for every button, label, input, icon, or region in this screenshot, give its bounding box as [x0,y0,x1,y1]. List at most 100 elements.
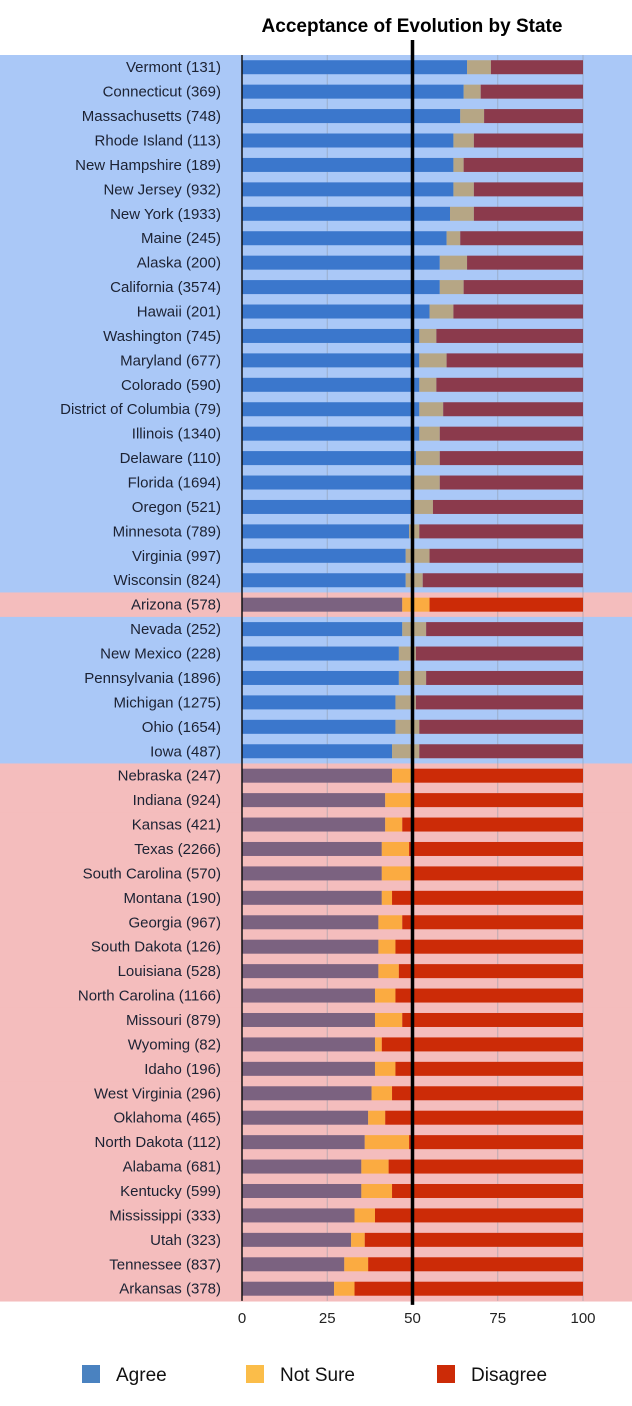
x-tick-label: 50 [404,1310,421,1327]
bar-agree [242,182,454,197]
bar-agree [242,1281,335,1296]
bar-disagree [385,1110,583,1125]
bar-disagree [409,841,583,856]
category-label: Oregon (521) [132,499,221,516]
category-label: Alaska (200) [137,255,221,272]
bar-disagree [392,890,583,905]
bar-not-sure [378,964,399,979]
bar-not-sure [378,915,403,930]
bar-agree [242,280,440,295]
category-label: Wisconsin (824) [113,572,221,589]
bar-disagree [392,1183,583,1198]
category-label: Vermont (131) [126,59,221,76]
category-label: South Dakota (126) [91,939,221,956]
bar-disagree [439,475,583,490]
category-label: Illinois (1340) [132,426,221,443]
bar-not-sure [395,719,420,734]
bar-not-sure [419,353,447,368]
x-tick-label: 0 [238,1310,246,1327]
category-label: Alabama (681) [123,1159,221,1176]
bar-disagree [439,426,583,441]
category-label: California (3574) [110,279,221,296]
bar-not-sure [385,793,413,808]
bar-not-sure [381,866,413,881]
bar-disagree [436,377,583,392]
bar-not-sure [412,475,440,490]
category-label: New Hampshire (189) [75,157,221,174]
category-label: Louisiana (528) [118,963,221,980]
bar-disagree [467,255,583,270]
bar-not-sure [419,328,437,343]
bar-not-sure [453,133,474,148]
bar-disagree [412,768,583,783]
category-label: Kansas (421) [132,817,221,834]
bar-not-sure [450,206,474,221]
bar-disagree [388,1159,583,1174]
bar-not-sure [374,1037,382,1052]
bar-agree [242,109,461,124]
category-label: Massachusetts (748) [82,108,221,125]
bar-not-sure [374,1061,396,1076]
category-label: New York (1933) [110,206,221,223]
bar-disagree [398,964,583,979]
bar-agree [242,426,420,441]
category-label: Ohio (1654) [142,719,221,736]
bar-agree [242,866,382,881]
bar-agree [242,1232,352,1247]
category-label: Colorado (590) [121,377,221,394]
legend-label: Disagree [471,1365,547,1386]
x-tick-label: 100 [570,1310,595,1327]
category-label: Oklahoma (465) [113,1110,221,1127]
bar-agree [242,548,406,563]
x-tick-label: 25 [319,1310,336,1327]
bar-agree [242,695,396,710]
category-label: Nevada (252) [130,621,221,638]
bar-not-sure [415,451,440,466]
bar-disagree [354,1281,583,1296]
bar-not-sure [385,817,403,832]
bar-not-sure [381,841,410,856]
bar-disagree [446,353,583,368]
bar-not-sure [351,1232,365,1247]
bar-disagree [402,1012,583,1027]
bar-disagree [364,1232,583,1247]
bar-disagree [426,670,583,685]
bar-not-sure [392,768,413,783]
bar-disagree [368,1257,583,1272]
bar-agree [242,1183,362,1198]
bar-agree [242,402,420,417]
bar-disagree [490,60,583,75]
bar-not-sure [405,548,430,563]
bar-disagree [392,1086,583,1101]
bar-agree [242,1037,375,1052]
bar-agree [242,939,379,954]
bar-not-sure [344,1257,369,1272]
category-label: Maryland (677) [120,352,221,369]
category-label: Virginia (997) [132,548,221,565]
category-label: Nebraska (247) [118,768,221,785]
bar-disagree [429,597,583,612]
category-label: Missouri (879) [126,1012,221,1029]
bar-disagree [422,573,583,588]
category-label: Connecticut (369) [103,84,221,101]
category-label: District of Columbia (79) [60,401,221,418]
bar-not-sure [467,60,491,75]
bar-agree [242,475,413,490]
legend: Agree Not Sure Disagree [82,1365,547,1386]
bar-disagree [439,451,583,466]
category-label: Texas (2266) [134,841,221,858]
legend-swatch [82,1365,100,1383]
category-label: South Carolina (570) [83,865,221,882]
bar-agree [242,841,382,856]
bar-disagree [402,817,583,832]
bar-agree [242,988,375,1003]
bar-agree [242,964,379,979]
bar-disagree [395,1061,583,1076]
bar-disagree [374,1208,583,1223]
bar-agree [242,524,410,539]
bar-agree [242,646,399,661]
bar-not-sure [419,426,440,441]
category-label: Washington (745) [103,328,221,345]
bar-not-sure [439,280,464,295]
bar-not-sure [374,1012,403,1027]
